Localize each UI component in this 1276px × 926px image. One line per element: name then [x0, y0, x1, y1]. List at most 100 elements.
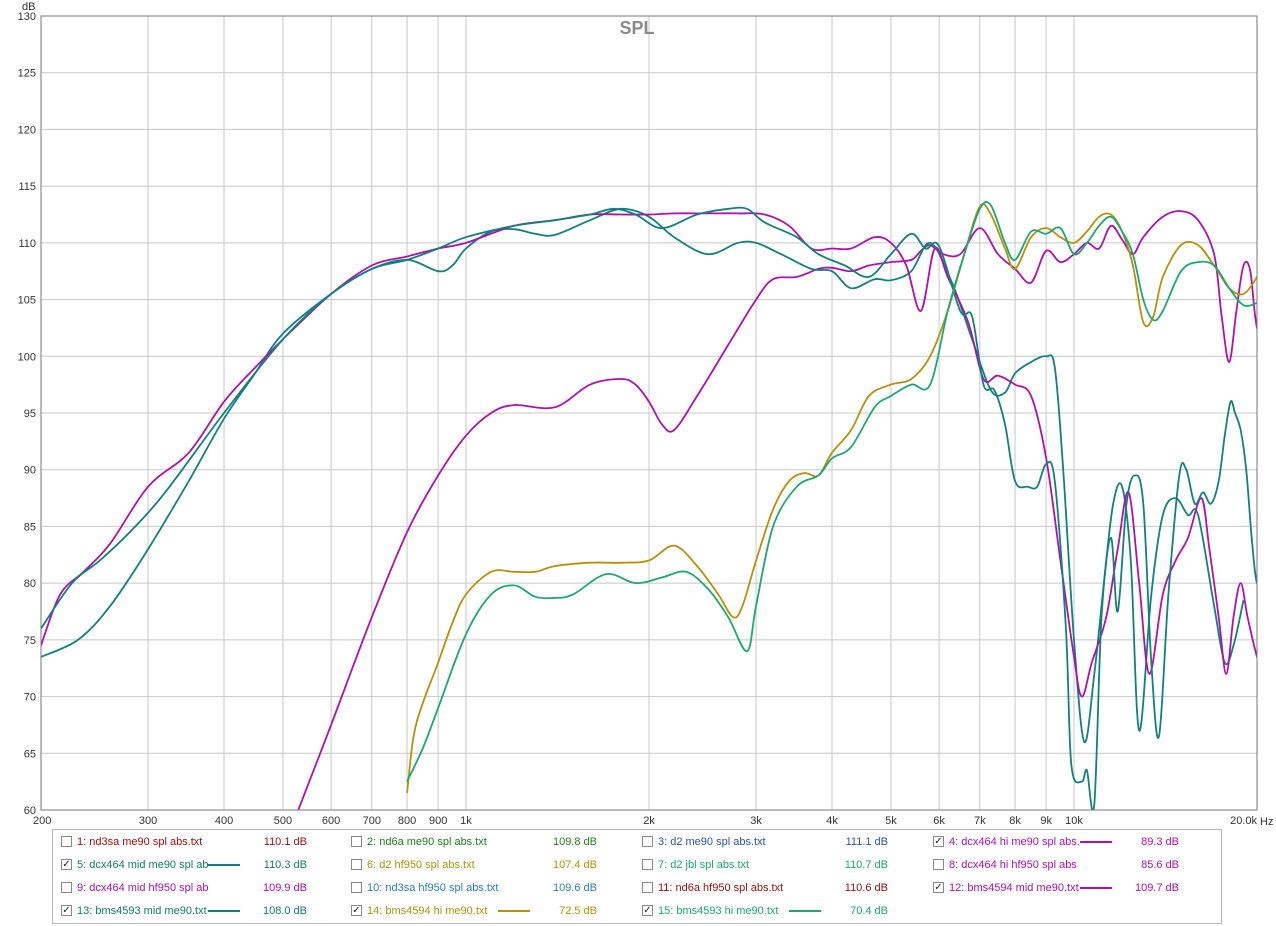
x-tick-label: 700	[363, 815, 381, 827]
legend-label: 2: nd6a me90 spl abs.txt	[367, 836, 487, 848]
x-tick-label: 900	[429, 815, 447, 827]
series-line-5	[406, 203, 1257, 794]
legend-checkbox[interactable]: ✓	[61, 905, 72, 916]
series-line-1	[297, 210, 1257, 810]
x-tick-label: 400	[215, 815, 233, 827]
legend-checkbox[interactable]: ✓	[933, 836, 944, 847]
legend-checkbox[interactable]: ✓	[61, 859, 72, 870]
x-tick-label: 9k	[1040, 815, 1052, 827]
x-tick-label: 6k	[933, 815, 945, 827]
legend-item: ✓ 15: bms4593 hi me90.txt 70.4 dB	[642, 901, 912, 921]
series-line-4	[41, 206, 1257, 810]
y-tick-label: 65	[24, 748, 36, 760]
y-tick-label: 110	[18, 238, 36, 250]
y-tick-label: 60	[24, 805, 36, 817]
legend-value: 110.1 dB	[263, 836, 307, 848]
legend-label: 14: bms4594 hi me90.txt	[367, 905, 488, 917]
legend-value: 110.7 dB	[844, 859, 888, 871]
legend-checkbox[interactable]	[61, 836, 72, 847]
y-tick-label: 125	[18, 68, 36, 80]
x-tick-label: 300	[139, 815, 157, 827]
x-tick-label: 4k	[826, 815, 838, 827]
legend-label: 13: bms4593 mid me90.txt	[77, 905, 207, 917]
y-tick-label: 80	[24, 578, 36, 590]
y-tick-label: 130	[18, 11, 36, 23]
legend-checkbox[interactable]	[351, 882, 362, 893]
legend-value: 109.9 dB	[262, 882, 307, 894]
x-tick-label: 20.0k	[1230, 815, 1257, 827]
x-tick-label: 10k	[1065, 815, 1083, 827]
legend-value: 107.4 dB	[552, 859, 597, 871]
legend-value: 110.3 dB	[263, 859, 307, 871]
x-tick-label: 600	[322, 815, 340, 827]
legend-line-swatch	[1080, 841, 1112, 843]
legend-label: 9: dcx464 mid hf950 spl ab	[77, 882, 209, 894]
legend-item: 11: nd6a hf950 spl abs.txt 110.6 dB	[642, 878, 912, 898]
legend-checkbox[interactable]	[642, 859, 653, 870]
series-line-3	[41, 212, 1257, 698]
x-tick-label: 8k	[1009, 815, 1021, 827]
legend-item: ✓ 5: dcx464 mid me90 spl ab 110.3 dB	[61, 855, 331, 875]
legend-line-swatch	[789, 910, 821, 912]
y-tick-label: 75	[24, 635, 36, 647]
plot-frame	[40, 15, 1258, 811]
legend-checkbox[interactable]	[933, 859, 944, 870]
legend-value: 109.7 dB	[1134, 882, 1179, 894]
legend-line-swatch	[208, 910, 240, 912]
legend-item: ✓ 4: dcx464 hi me90 spl abs. 89.3 dB	[933, 832, 1203, 852]
series-line-2	[41, 207, 1245, 743]
legend-item: ✓ 12: bms4594 mid me90.txt 109.7 dB	[933, 878, 1203, 898]
chart-title: SPL	[619, 18, 654, 38]
y-tick-label: 85	[24, 521, 36, 533]
legend-item: 1: nd3sa me90 spl abs.txt 110.1 dB	[61, 832, 331, 852]
legend-line-swatch	[208, 864, 240, 866]
legend-checkbox[interactable]: ✓	[933, 882, 944, 893]
legend-item: ✓ 14: bms4594 hi me90.txt 72.5 dB	[351, 901, 621, 921]
spl-chart: 60 65 70 75 80 85 90 95 100 105 110 115 120 125 130 20…	[18, 1, 1274, 828]
legend-item: 7: d2 jbl spl abs.txt 110.7 dB	[642, 855, 912, 875]
legend-label: 5: dcx464 mid me90 spl ab	[77, 859, 209, 871]
legend-checkbox[interactable]	[351, 859, 362, 870]
legend-label: 15: bms4593 hi me90.txt	[658, 905, 779, 917]
legend-item: 6: d2 hf950 spl abs.txt 107.4 dB	[351, 855, 621, 875]
legend-checkbox[interactable]: ✓	[351, 905, 362, 916]
x-tick-label: 800	[398, 815, 416, 827]
legend-label: 10: nd3sa hf950 spl abs.txt	[367, 882, 499, 894]
legend-checkbox[interactable]	[61, 882, 72, 893]
x-tick-label: 7k	[974, 815, 986, 827]
legend-label: 4: dcx464 hi me90 spl abs.	[949, 836, 1080, 848]
x-axis-unit: Hz	[1260, 816, 1273, 828]
y-tick-label: 90	[24, 465, 36, 477]
legend-value: 85.6 dB	[1141, 859, 1179, 871]
legend-value: 109.8 dB	[552, 836, 597, 848]
x-tick-label: 200	[33, 815, 51, 827]
x-tick-label: 2k	[643, 815, 655, 827]
legend-item: ✓ 13: bms4593 mid me90.txt 108.0 dB	[61, 901, 331, 921]
legend-item: 2: nd6a me90 spl abs.txt 109.8 dB	[351, 832, 621, 852]
legend-checkbox[interactable]: ✓	[642, 905, 653, 916]
x-tick-label: 5k	[885, 815, 897, 827]
legend-label: 8: dcx464 hi hf950 spl abs	[949, 859, 1077, 871]
legend-checkbox[interactable]	[351, 836, 362, 847]
legend-line-swatch	[1080, 887, 1112, 889]
legend-label: 11: nd6a hf950 spl abs.txt	[658, 882, 784, 894]
legend-item: 9: dcx464 mid hf950 spl ab 109.9 dB	[61, 878, 331, 898]
legend-value: 109.6 dB	[552, 882, 597, 894]
y-tick-label: 115	[18, 181, 36, 193]
legend-item: 3: d2 me90 spl abs.txt 111.1 dB	[642, 832, 912, 852]
legend-label: 12: bms4594 mid me90.txt	[949, 882, 1079, 894]
legend-checkbox[interactable]	[642, 836, 653, 847]
series-line-6	[406, 200, 1257, 782]
legend-label: 7: d2 jbl spl abs.txt	[658, 859, 750, 871]
y-tick-label: 105	[18, 295, 36, 307]
legend-value: 89.3 dB	[1141, 836, 1179, 848]
legend-line-swatch	[498, 910, 530, 912]
legend-checkbox[interactable]	[642, 882, 653, 893]
x-tick-label: 500	[274, 815, 292, 827]
legend-item: 8: dcx464 hi hf950 spl abs 85.6 dB	[933, 855, 1203, 875]
legend-label: 6: d2 hf950 spl abs.txt	[367, 859, 475, 871]
y-tick-label: 95	[24, 408, 36, 420]
y-axis-label: dB	[22, 1, 35, 13]
legend-value: 110.6 dB	[844, 882, 888, 894]
legend-value: 70.4 dB	[850, 905, 888, 917]
